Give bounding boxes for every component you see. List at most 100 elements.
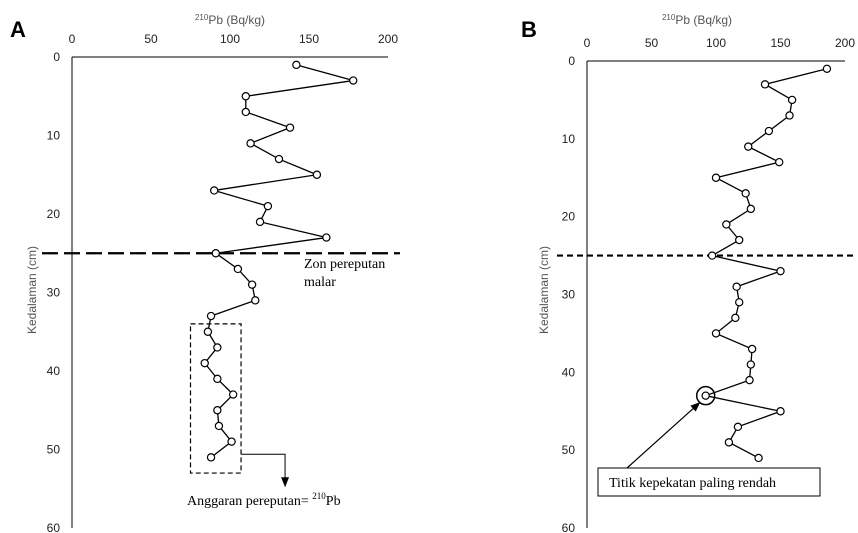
panel-a-estimate-text: Anggaran pereputan= [187, 494, 312, 509]
panel-b-y-tick-labels: 0 10 20 30 40 50 60 [562, 54, 576, 533]
panel-b-x-tick-label: 50 [645, 36, 659, 50]
panel-b-data-point [735, 235, 744, 245]
panel-a-y-tick-label: 50 [47, 443, 61, 457]
panel-b-x-tick-label: 150 [770, 36, 790, 50]
panel-a-x-tick-label: 150 [299, 32, 319, 46]
panel-a-extras [42, 252, 400, 488]
panel-a-data-point [209, 186, 219, 195]
panel-a-mixing-zone-line2: malar [304, 275, 336, 290]
panel-a-y-tick-label: 20 [47, 207, 61, 221]
panel-b-data-point [764, 126, 774, 136]
panel-a-data-point [349, 76, 358, 85]
panel-a-data-point [213, 343, 222, 352]
panel-a-x-tick-label: 50 [144, 32, 158, 46]
panel-a-series [200, 60, 358, 462]
panel-a-data-point [312, 170, 322, 179]
panel-b-extras [557, 254, 857, 469]
panel-b-data-point [732, 282, 741, 291]
panel-b-data-point [711, 329, 721, 338]
panel-a-data-point [241, 92, 250, 101]
panel-a-x-axis-title-text: Pb (Bq/kg) [208, 13, 265, 27]
panel-a-y-tick-labels: 0 10 20 30 40 50 60 [47, 50, 61, 533]
panel-b-data-point [741, 189, 750, 198]
panel-a-data-point [211, 249, 220, 258]
panel-b-y-tick-label: 20 [562, 210, 576, 224]
panel-b-data-point [776, 266, 785, 276]
panel-b-data-point [722, 220, 731, 229]
panel-b-x-axis-title-text: Pb (Bq/kg) [675, 13, 732, 27]
panel-b-x-tick-label: 100 [706, 36, 726, 50]
panel-b-data-point [775, 157, 784, 167]
panel-b-data-point [785, 111, 794, 120]
panel-a-data-point [247, 280, 257, 289]
panel-b-x-tick-label: 0 [584, 36, 591, 50]
panel-a-mixing-zone-line1: Zon pereputan [304, 257, 385, 272]
panel-b-data-point [760, 80, 770, 89]
panel-b-data-point [746, 204, 756, 214]
panel-b-y-tick-label: 50 [562, 443, 576, 457]
panel-a-y-tick-label: 10 [47, 129, 61, 143]
panel-a-data-point [213, 406, 222, 415]
panel-a-y-tick-label: 0 [53, 50, 60, 64]
panel-a-data-point [246, 139, 255, 148]
panel-b-data-point [754, 453, 763, 463]
panel-b-x-axis-title-sup: 210 [662, 13, 676, 22]
panel-b-axes [586, 60, 845, 528]
panel-b-x-tick-labels: 0 50 100 150 200 [584, 36, 856, 50]
panel-a-data-point [292, 60, 301, 70]
panel-a-letter: A [10, 17, 26, 42]
panel-b-data-point [787, 95, 797, 105]
panel-b-x-axis-title: 210Pb (Bq/kg) [662, 13, 732, 27]
panel-a-data-point [213, 374, 222, 384]
panel-b-data-point [735, 298, 744, 307]
panel-b-data-point [711, 173, 721, 182]
panel-b-data-point [701, 391, 710, 400]
panel-b-data-point [822, 64, 832, 73]
panel-b-y-tick-label: 60 [562, 521, 576, 533]
panel-b-lowest-point-label-box [597, 467, 821, 497]
panel-a-data-point [251, 296, 260, 305]
panel-a-data-point [255, 217, 265, 227]
panel-b-lowest-point-arrow [626, 402, 701, 469]
panel-b: B 210Pb (Bq/kg) Kedalaman (cm) 0 50 100 150… [521, 13, 857, 533]
panel-a-data-point [206, 311, 216, 321]
panel-b-y-axis-title: Kedalaman (cm) [537, 246, 551, 334]
panel-b-lowest-point-label: Titik kepekatan paling rendah [609, 476, 776, 491]
panel-b-y-tick-label: 10 [562, 132, 576, 146]
panel-a-data-point [322, 233, 331, 242]
panel-a-data-point [241, 107, 250, 117]
panel-a-x-tick-labels: 0 50 100 150 200 [69, 32, 399, 46]
panel-a: A 210Pb (Bq/kg) Kedalaman (cm) 0 50 100 150… [10, 13, 400, 533]
panel-b-series-line [703, 68, 828, 459]
panel-a-y-axis-title: Kedalaman (cm) [25, 246, 39, 334]
panel-b-y-tick-label: 30 [562, 288, 576, 302]
panel-b-data-point [746, 360, 756, 369]
panel-b-y-tick-label: 40 [562, 365, 576, 379]
panel-a-estimate-label: Anggaran pereputan= 210Pb [187, 491, 341, 509]
panel-a-x-axis-title: 210Pb (Bq/kg) [195, 13, 265, 27]
panel-b-series [701, 64, 832, 463]
panel-a-data-point [200, 358, 209, 368]
panel-a-y-tick-label: 30 [47, 286, 61, 300]
panel-b-data-point [744, 142, 753, 151]
panel-b-data-point [724, 438, 734, 447]
panel-b-highlight-ring [695, 385, 716, 406]
panel-a-y-tick-label: 60 [47, 521, 61, 533]
panel-a-data-point [285, 123, 295, 132]
panel-a-data-point [233, 264, 243, 274]
panel-a-y-tick-label: 40 [47, 364, 61, 378]
panel-a-data-point [203, 327, 213, 336]
panel-a-x-tick-label: 100 [220, 32, 240, 46]
panel-a-data-point [206, 453, 216, 462]
panel-b-data-point [733, 422, 743, 432]
panel-a-data-point [228, 390, 238, 399]
panel-a-x-axis-title-sup: 210 [195, 13, 209, 22]
panel-b-data-point [731, 313, 740, 323]
panel-b-data-point [776, 407, 785, 416]
panel-a-highlight-box [189, 323, 242, 474]
panel-a-x-tick-label: 200 [378, 32, 398, 46]
panel-a-data-point [274, 154, 284, 164]
panel-a-x-tick-label: 0 [69, 32, 76, 46]
panel-a-estimate-sup: 210 [312, 491, 326, 501]
